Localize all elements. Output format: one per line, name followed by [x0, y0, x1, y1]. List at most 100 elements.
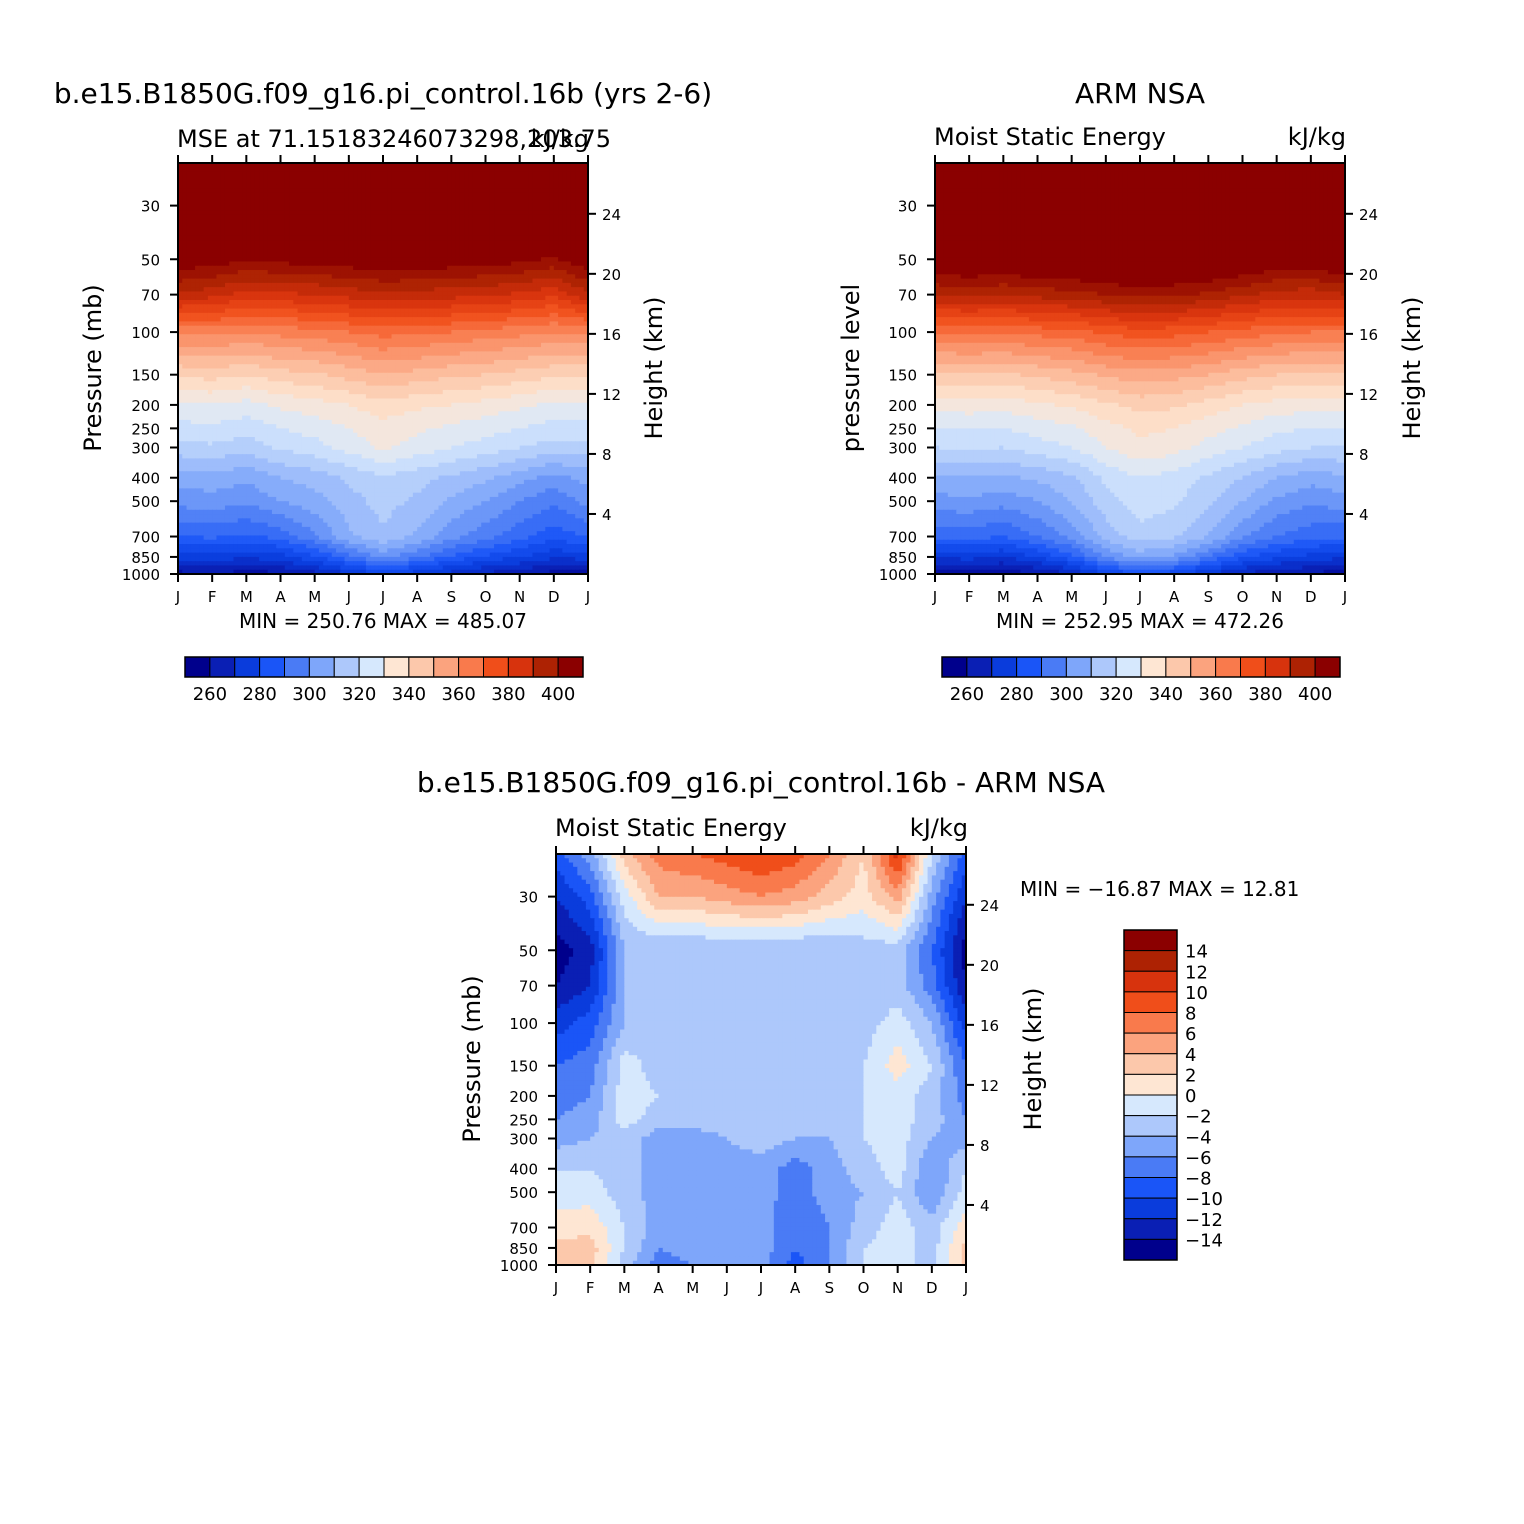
model-cell — [357, 372, 363, 378]
model-cell — [212, 171, 218, 177]
model-cell — [207, 218, 213, 224]
model-cell — [340, 265, 346, 271]
model-cell — [203, 227, 209, 233]
model-cell — [348, 244, 354, 250]
model-cell — [421, 180, 427, 186]
model-cell — [237, 381, 243, 387]
model-cell — [246, 287, 252, 293]
model-cell — [186, 227, 192, 233]
model-cell — [417, 338, 423, 344]
model-cell — [429, 188, 435, 194]
model-cell — [314, 231, 320, 237]
model-cell — [400, 381, 405, 387]
model-cell — [545, 218, 551, 224]
model-cell — [476, 201, 482, 207]
model-cell — [254, 231, 260, 237]
model-cell — [511, 338, 516, 344]
model-cell — [203, 372, 209, 378]
model-cell — [216, 261, 222, 267]
model-cell — [408, 188, 414, 194]
model-cell — [523, 201, 529, 207]
model-cell — [242, 317, 247, 323]
model-cell — [583, 214, 589, 220]
model-cell — [271, 377, 277, 382]
model-cell — [254, 291, 260, 297]
model-cell — [459, 351, 465, 357]
model-cell — [323, 317, 329, 323]
model-cell — [425, 347, 431, 352]
model-cell — [233, 278, 239, 284]
model-cell — [190, 325, 196, 331]
model-cell — [250, 175, 256, 181]
model-cell — [259, 312, 265, 318]
model-cell — [412, 355, 418, 361]
model-cell — [421, 167, 427, 173]
model-cell — [271, 372, 277, 378]
model-cell — [344, 359, 350, 365]
model-cell — [327, 227, 333, 233]
model-cell — [306, 308, 311, 314]
model-cell — [545, 175, 551, 181]
model-cell — [387, 287, 393, 293]
model-cell — [502, 261, 508, 267]
model-cell — [267, 295, 273, 301]
model-cell — [383, 167, 388, 173]
model-cell — [451, 355, 457, 361]
model-cell — [476, 265, 482, 271]
model-cell — [438, 278, 444, 284]
model-cell — [357, 192, 363, 198]
model-cell — [468, 342, 474, 348]
model-cell — [182, 338, 188, 344]
model-cell — [327, 261, 333, 267]
model-cell — [220, 355, 226, 361]
model-cell — [532, 317, 538, 323]
model-cell — [276, 240, 282, 245]
model-cell — [476, 317, 482, 323]
model-cell — [498, 329, 504, 335]
model-cell — [494, 342, 499, 348]
model-cell — [476, 261, 482, 267]
model-cell — [263, 175, 269, 181]
model-cell — [476, 235, 482, 241]
model-cell — [323, 377, 329, 382]
model-cell — [549, 184, 555, 190]
model-cell — [276, 218, 282, 224]
model-cell — [250, 347, 256, 352]
model-cell — [318, 201, 324, 207]
model-cell — [575, 248, 581, 254]
model-cell — [528, 274, 534, 280]
model-cell — [434, 201, 440, 207]
model-cell — [408, 295, 414, 301]
model-cell — [575, 252, 581, 258]
model-cell — [370, 231, 376, 237]
model-cell — [583, 342, 589, 348]
model-cell — [549, 240, 555, 245]
model-cell — [562, 244, 568, 250]
model-cell — [318, 257, 324, 263]
model-cell — [229, 364, 235, 370]
model-cell — [541, 287, 546, 293]
model-cell — [365, 364, 371, 370]
model-cell — [348, 278, 354, 284]
model-cell — [203, 222, 209, 228]
model-cell — [404, 338, 410, 344]
model-cell — [216, 231, 222, 237]
model-cell — [438, 235, 444, 241]
model-cell — [387, 240, 393, 245]
model-cell — [182, 201, 188, 207]
model-cell — [481, 338, 487, 344]
model-cell — [472, 175, 478, 181]
model-cell — [566, 261, 572, 267]
model-cell — [570, 197, 576, 203]
model-cell — [536, 222, 542, 228]
model-cell — [289, 278, 294, 284]
model-cell — [485, 171, 491, 177]
model-cell — [459, 180, 465, 186]
model-cell — [472, 201, 478, 207]
model-cell — [541, 240, 546, 245]
model-cell — [250, 218, 256, 224]
model-cell — [203, 368, 209, 374]
model-cell — [511, 175, 516, 181]
model-cell — [357, 377, 363, 382]
model-cell — [199, 317, 205, 323]
